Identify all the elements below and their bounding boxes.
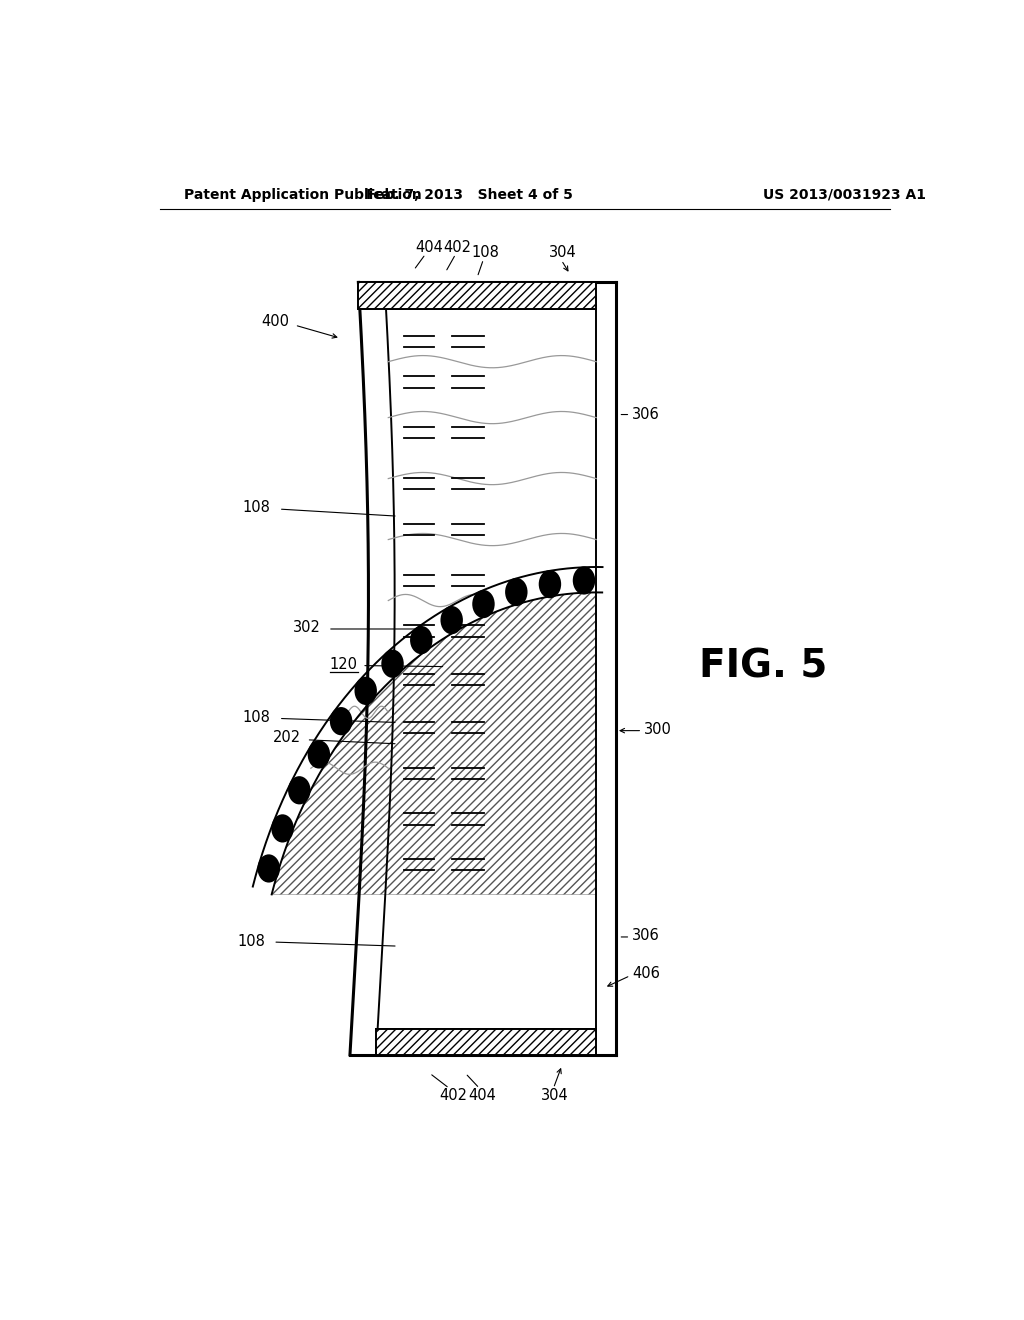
Text: 108: 108: [243, 710, 270, 725]
Text: Patent Application Publication: Patent Application Publication: [183, 187, 421, 202]
Text: 406: 406: [632, 966, 659, 981]
Circle shape: [473, 591, 494, 618]
Circle shape: [258, 855, 280, 882]
Circle shape: [289, 777, 309, 804]
Text: 306: 306: [632, 928, 659, 944]
Circle shape: [308, 742, 329, 768]
Text: Feb. 7, 2013   Sheet 4 of 5: Feb. 7, 2013 Sheet 4 of 5: [366, 187, 572, 202]
Text: 402: 402: [439, 1088, 467, 1104]
Text: 306: 306: [632, 407, 659, 422]
Text: US 2013/0031923 A1: US 2013/0031923 A1: [763, 187, 926, 202]
Circle shape: [506, 578, 526, 606]
Text: 120: 120: [330, 657, 357, 672]
Circle shape: [382, 651, 402, 677]
Polygon shape: [358, 282, 596, 309]
Circle shape: [331, 708, 351, 734]
Circle shape: [355, 677, 376, 704]
Text: 108: 108: [471, 246, 499, 260]
Circle shape: [411, 627, 431, 653]
Polygon shape: [271, 593, 602, 895]
Text: 404: 404: [416, 240, 443, 255]
Text: 302: 302: [293, 620, 321, 635]
Circle shape: [540, 572, 560, 598]
Circle shape: [272, 816, 293, 842]
Circle shape: [441, 607, 462, 634]
Text: 202: 202: [272, 730, 301, 746]
Polygon shape: [376, 1030, 596, 1055]
Text: 108: 108: [243, 499, 270, 515]
Text: 300: 300: [644, 722, 672, 737]
Circle shape: [573, 568, 594, 594]
Text: 404: 404: [469, 1088, 497, 1104]
Text: 402: 402: [443, 240, 471, 255]
Text: 304: 304: [541, 1088, 568, 1104]
Text: FIG. 5: FIG. 5: [698, 648, 827, 685]
Text: 108: 108: [238, 933, 265, 949]
Text: 400: 400: [261, 314, 289, 329]
Text: 304: 304: [549, 246, 577, 260]
